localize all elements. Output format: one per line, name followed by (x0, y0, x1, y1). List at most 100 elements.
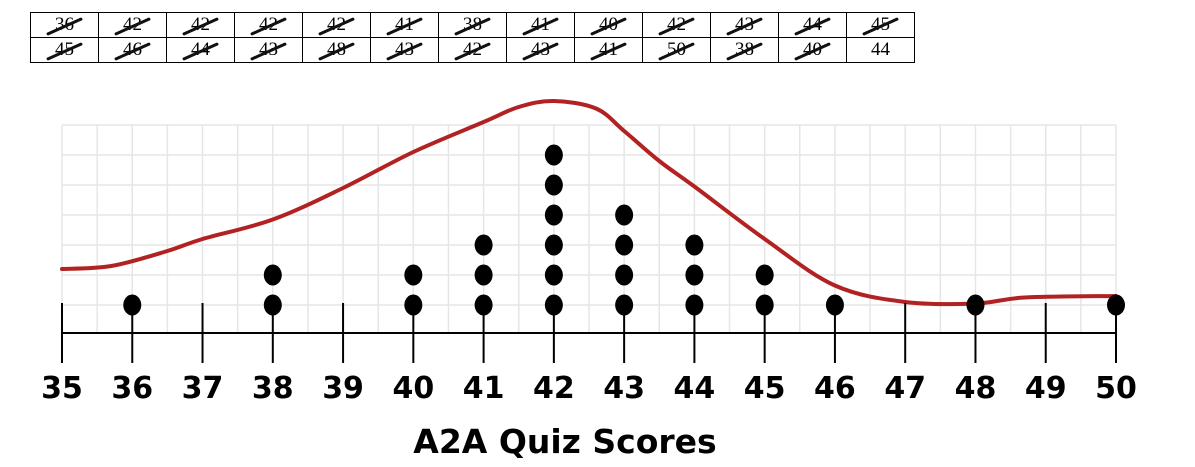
score-value: 42 (463, 39, 482, 60)
data-dot (615, 294, 634, 316)
data-dot (755, 264, 774, 286)
score-value: 40 (803, 39, 822, 60)
x-tick-label: 37 (182, 371, 224, 406)
score-value: 41 (531, 14, 550, 35)
x-tick-label: 36 (111, 371, 153, 406)
table-cell: 42 (98, 12, 167, 38)
data-dot (685, 264, 704, 286)
x-tick-label: 35 (41, 371, 83, 406)
table-cell: 38 (438, 12, 507, 38)
score-table: 36 42 42 42 42 41 38 41 40 42 43 44 45 45 46 44 43 48 43 42… (30, 12, 915, 63)
table-cell: 50 (642, 37, 711, 63)
data-dot (544, 144, 563, 166)
data-dot (474, 264, 493, 286)
score-table-body: 36 42 42 42 42 41 38 41 40 42 43 44 45 45 46 44 43 48 43 42… (30, 12, 915, 63)
score-value: 44 (803, 14, 822, 35)
table-row: 36 42 42 42 42 41 38 41 40 42 43 44 45 (30, 12, 915, 38)
x-tick-label: 43 (603, 371, 645, 406)
table-cell: 36 (30, 12, 99, 38)
data-dot (966, 294, 985, 316)
chart-title: A2A Quiz Scores (413, 422, 716, 461)
x-tick-label: 48 (955, 371, 997, 406)
table-row: 45 46 44 43 48 43 42 43 41 50 38 40 44 (30, 37, 915, 63)
x-axis-tick-labels: 35 36 37 38 39 40 41 42 43 44 45 46 47 48 49 50 (41, 371, 1137, 406)
score-value: 41 (395, 14, 414, 35)
score-value: 48 (327, 39, 346, 60)
table-cell: 45 (30, 37, 99, 63)
score-value: 42 (327, 14, 346, 35)
table-cell: 44 (778, 12, 847, 38)
table-cell: 42 (302, 12, 371, 38)
score-value: 50 (667, 39, 686, 60)
x-tick-label: 46 (814, 371, 856, 406)
score-value: 46 (123, 39, 142, 60)
x-tick-label: 45 (744, 371, 786, 406)
data-dot (615, 264, 634, 286)
table-cell: 44 (846, 37, 915, 63)
dots (123, 144, 1125, 316)
data-dot (123, 294, 142, 316)
score-value: 42 (123, 14, 142, 35)
score-value: 45 (871, 14, 890, 35)
table-cell: 42 (438, 37, 507, 63)
table-cell: 43 (506, 37, 575, 63)
x-tick-label: 38 (252, 371, 294, 406)
table-cell: 43 (234, 37, 303, 63)
score-value: 43 (735, 14, 754, 35)
score-value: 45 (55, 39, 74, 60)
data-dot (755, 294, 774, 316)
data-dot (825, 294, 844, 316)
grid (61, 124, 1117, 333)
x-tick-label: 49 (1025, 371, 1067, 406)
table-cell: 40 (778, 37, 847, 63)
data-dot (1107, 294, 1125, 316)
score-value: 44 (191, 39, 210, 60)
score-value: 44 (871, 39, 890, 60)
score-value: 36 (55, 14, 74, 35)
table-cell: 42 (642, 12, 711, 38)
x-tick-label: 44 (674, 371, 716, 406)
data-dot (404, 264, 423, 286)
table-cell: 41 (506, 12, 575, 38)
table-cell: 43 (370, 37, 439, 63)
table-cell: 41 (574, 37, 643, 63)
data-dot (263, 264, 282, 286)
data-dot (615, 204, 634, 226)
data-dot (685, 294, 704, 316)
table-cell: 40 (574, 12, 643, 38)
score-value: 41 (599, 39, 618, 60)
score-value: 42 (259, 14, 278, 35)
score-value: 43 (395, 39, 414, 60)
data-dot (474, 234, 493, 256)
data-dot (404, 294, 423, 316)
score-value: 42 (191, 14, 210, 35)
data-dot (263, 294, 282, 316)
table-cell: 41 (370, 12, 439, 38)
table-cell: 46 (98, 37, 167, 63)
table-cell: 43 (710, 12, 779, 38)
table-cell: 38 (710, 37, 779, 63)
x-tick-label: 50 (1095, 371, 1137, 406)
data-dot (544, 204, 563, 226)
data-dot (544, 234, 563, 256)
score-value: 38 (735, 39, 754, 60)
score-value: 42 (667, 14, 686, 35)
data-dot (544, 294, 563, 316)
table-cell: 42 (234, 12, 303, 38)
score-value: 38 (463, 14, 482, 35)
data-dot (544, 174, 563, 196)
data-dot (474, 294, 493, 316)
score-value: 43 (531, 39, 550, 60)
table-cell: 42 (166, 12, 235, 38)
x-tick-label: 41 (463, 371, 505, 406)
dot-plot-chart: 35 36 37 38 39 40 41 42 43 44 45 46 47 48 49 50 A2A Qui… (41, 98, 1137, 461)
table-cell: 45 (846, 12, 915, 38)
score-value: 40 (599, 14, 618, 35)
x-tick-label: 47 (884, 371, 926, 406)
data-dot (685, 234, 704, 256)
data-dot (615, 234, 634, 256)
x-tick-label: 39 (322, 371, 364, 406)
data-dot (544, 264, 563, 286)
x-tick-label: 40 (392, 371, 434, 406)
x-tick-label: 42 (533, 371, 575, 406)
